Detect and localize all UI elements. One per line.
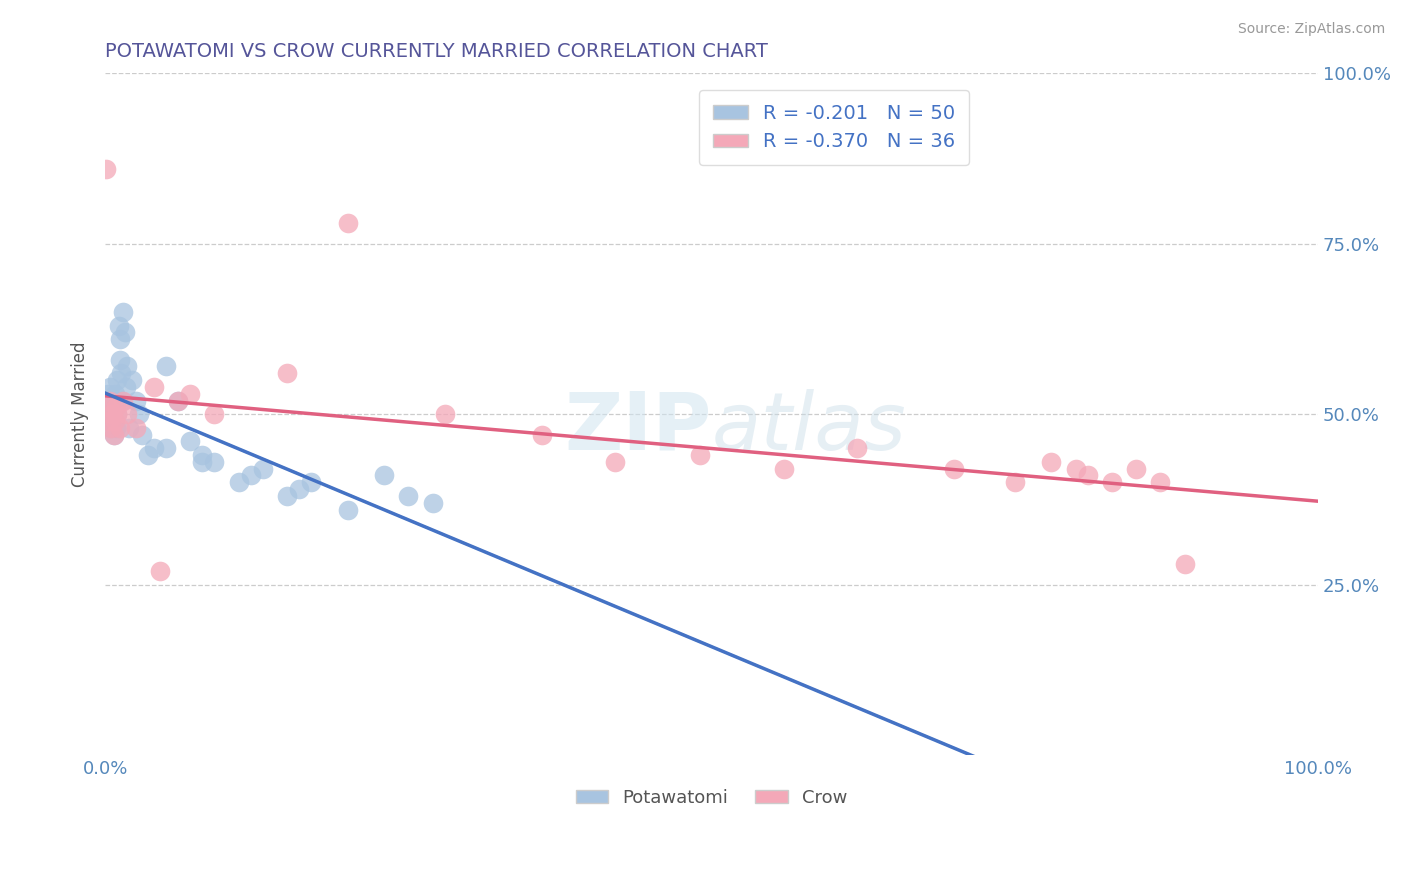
Point bbox=[202, 407, 225, 421]
Point bbox=[288, 482, 311, 496]
Point bbox=[773, 461, 796, 475]
Point bbox=[104, 401, 127, 415]
Y-axis label: Currently Married: Currently Married bbox=[72, 342, 89, 487]
Point bbox=[121, 373, 143, 387]
Point bbox=[105, 373, 128, 387]
Text: atlas: atlas bbox=[711, 389, 907, 467]
Point bbox=[112, 305, 135, 319]
Point bbox=[103, 427, 125, 442]
Point bbox=[100, 401, 122, 415]
Point bbox=[179, 434, 201, 449]
Legend: Potawatomi, Crow: Potawatomi, Crow bbox=[568, 781, 855, 814]
Point bbox=[1004, 475, 1026, 490]
Point bbox=[1077, 468, 1099, 483]
Point bbox=[689, 448, 711, 462]
Point bbox=[167, 393, 190, 408]
Point bbox=[398, 489, 420, 503]
Point bbox=[1040, 455, 1063, 469]
Point bbox=[101, 407, 124, 421]
Point bbox=[115, 407, 138, 421]
Point bbox=[101, 407, 124, 421]
Point bbox=[373, 468, 395, 483]
Point bbox=[252, 461, 274, 475]
Text: ZIP: ZIP bbox=[564, 389, 711, 467]
Point bbox=[846, 442, 869, 456]
Point bbox=[100, 421, 122, 435]
Point bbox=[96, 401, 118, 415]
Point bbox=[118, 421, 141, 435]
Point bbox=[97, 407, 120, 421]
Point bbox=[299, 475, 322, 490]
Point bbox=[104, 414, 127, 428]
Point bbox=[100, 421, 122, 435]
Point bbox=[142, 380, 165, 394]
Point bbox=[191, 455, 214, 469]
Point bbox=[112, 393, 135, 408]
Point bbox=[111, 393, 134, 408]
Point bbox=[107, 318, 129, 333]
Point bbox=[108, 421, 131, 435]
Point bbox=[104, 386, 127, 401]
Point bbox=[1101, 475, 1123, 490]
Point bbox=[1174, 557, 1197, 571]
Point bbox=[603, 455, 626, 469]
Text: POTAWATOMI VS CROW CURRENTLY MARRIED CORRELATION CHART: POTAWATOMI VS CROW CURRENTLY MARRIED COR… bbox=[105, 42, 768, 61]
Point bbox=[1125, 461, 1147, 475]
Point bbox=[124, 421, 146, 435]
Point bbox=[179, 386, 201, 401]
Point bbox=[124, 393, 146, 408]
Point bbox=[101, 393, 124, 408]
Point bbox=[276, 489, 298, 503]
Point bbox=[1149, 475, 1171, 490]
Point bbox=[97, 393, 120, 408]
Point bbox=[97, 386, 120, 401]
Point bbox=[142, 442, 165, 456]
Point bbox=[131, 427, 153, 442]
Point bbox=[276, 366, 298, 380]
Point bbox=[96, 161, 118, 176]
Point bbox=[98, 414, 121, 428]
Point bbox=[128, 407, 150, 421]
Point bbox=[105, 407, 128, 421]
Point bbox=[433, 407, 456, 421]
Point bbox=[191, 448, 214, 462]
Text: Source: ZipAtlas.com: Source: ZipAtlas.com bbox=[1237, 22, 1385, 37]
Point bbox=[114, 380, 136, 394]
Point bbox=[103, 427, 125, 442]
Point bbox=[530, 427, 553, 442]
Point bbox=[1064, 461, 1087, 475]
Point bbox=[167, 393, 190, 408]
Point bbox=[149, 564, 172, 578]
Point bbox=[336, 216, 359, 230]
Point bbox=[108, 352, 131, 367]
Point bbox=[105, 421, 128, 435]
Point bbox=[136, 448, 159, 462]
Point bbox=[97, 401, 120, 415]
Point bbox=[336, 502, 359, 516]
Point bbox=[202, 455, 225, 469]
Point bbox=[98, 393, 121, 408]
Point bbox=[155, 359, 177, 374]
Point bbox=[108, 332, 131, 346]
Point bbox=[422, 496, 444, 510]
Point bbox=[105, 407, 128, 421]
Point bbox=[105, 401, 128, 415]
Point bbox=[110, 366, 132, 380]
Point bbox=[97, 414, 120, 428]
Point bbox=[103, 414, 125, 428]
Point bbox=[239, 468, 262, 483]
Point bbox=[98, 380, 121, 394]
Point bbox=[114, 326, 136, 340]
Point bbox=[228, 475, 250, 490]
Point bbox=[155, 442, 177, 456]
Point bbox=[943, 461, 966, 475]
Point bbox=[115, 359, 138, 374]
